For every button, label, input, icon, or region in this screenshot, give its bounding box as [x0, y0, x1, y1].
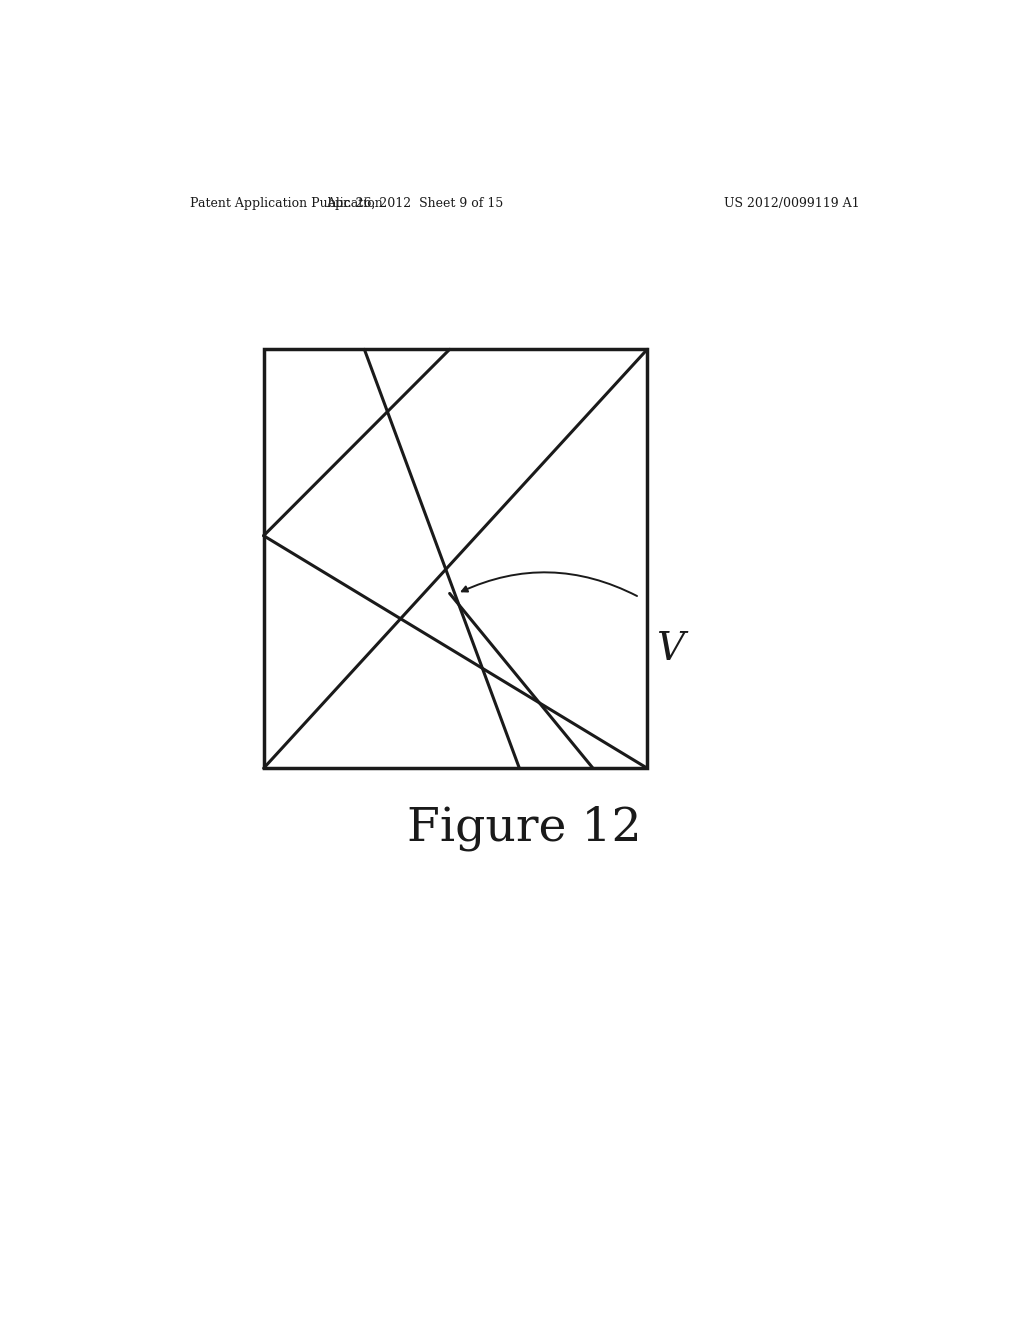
Text: Figure 12: Figure 12 — [408, 805, 642, 851]
Text: V: V — [656, 631, 685, 668]
Text: Patent Application Publication: Patent Application Publication — [190, 197, 383, 210]
Text: US 2012/0099119 A1: US 2012/0099119 A1 — [724, 197, 859, 210]
Text: Apr. 26, 2012  Sheet 9 of 15: Apr. 26, 2012 Sheet 9 of 15 — [326, 197, 504, 210]
FancyArrowPatch shape — [462, 573, 637, 597]
